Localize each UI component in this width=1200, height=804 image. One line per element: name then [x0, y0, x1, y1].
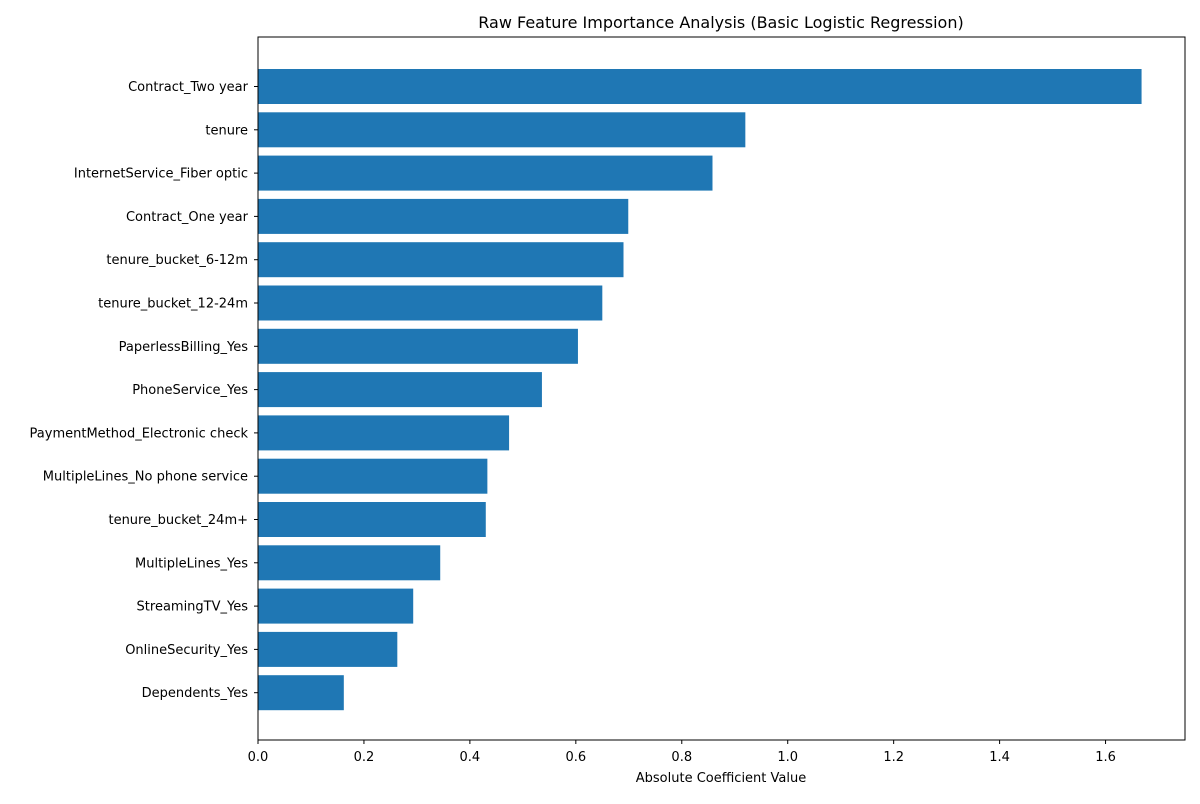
- y-tick-label: MultipleLines_No phone service: [43, 470, 248, 485]
- x-axis-label: Absolute Coefficient Value: [636, 771, 806, 786]
- x-tick-label: 1.0: [777, 750, 798, 765]
- y-tick-label: PaymentMethod_Electronic check: [30, 426, 249, 441]
- bar: [258, 328, 578, 364]
- y-tick-label: Contract_Two year: [128, 80, 249, 95]
- y-tick-label: PhoneService_Yes: [132, 383, 248, 398]
- y-tick-label: MultipleLines_Yes: [135, 556, 248, 571]
- y-tick-label: OnlineSecurity_Yes: [125, 643, 248, 658]
- bar: [258, 69, 1142, 104]
- x-tick-label: 0.6: [565, 750, 586, 765]
- x-tick-label: 0.2: [354, 750, 375, 765]
- plot-frame: [257, 36, 1186, 741]
- x-tick-label: 0.4: [460, 750, 481, 765]
- x-tick-label: 1.6: [1095, 750, 1116, 765]
- y-tick-label: Dependents_Yes: [142, 686, 249, 701]
- x-axis-ticks: 0.0 0.2 0.4 0.6 0.8 1.0 1.2 1.4 1.6: [248, 740, 1116, 765]
- bars-layer: [258, 69, 1142, 711]
- x-tick-label: 0.0: [248, 750, 269, 765]
- bar: [258, 372, 542, 408]
- y-tick-label: tenure_bucket_24m+: [108, 513, 248, 528]
- y-tick-label: InternetService_Fiber optic: [74, 167, 248, 182]
- y-tick-label: PaperlessBilling_Yes: [119, 340, 249, 355]
- chart-title: Raw Feature Importance Analysis (Basic L…: [478, 13, 963, 32]
- bar: [258, 242, 624, 278]
- y-tick-label: tenure: [205, 123, 248, 138]
- bar: [258, 588, 414, 624]
- x-tick-label: 1.2: [883, 750, 904, 765]
- y-tick-label: Contract_One year: [126, 210, 249, 225]
- y-tick-label: tenure_bucket_6-12m: [106, 253, 248, 268]
- x-tick-label: 1.4: [989, 750, 1010, 765]
- bar: [258, 155, 713, 191]
- y-axis-ticks: Contract_Two year tenure InternetService_F…: [30, 80, 258, 701]
- bar: [258, 112, 746, 148]
- bar: [258, 502, 486, 537]
- bar: [258, 285, 603, 321]
- y-tick-label: tenure_bucket_12-24m: [98, 297, 248, 312]
- bar: [258, 545, 441, 581]
- bar: [258, 198, 629, 234]
- bar: [258, 675, 344, 711]
- bar: [258, 458, 488, 494]
- bar: [258, 631, 398, 667]
- bar: [258, 415, 510, 451]
- y-tick-label: StreamingTV_Yes: [137, 600, 249, 615]
- x-tick-label: 0.8: [671, 750, 692, 765]
